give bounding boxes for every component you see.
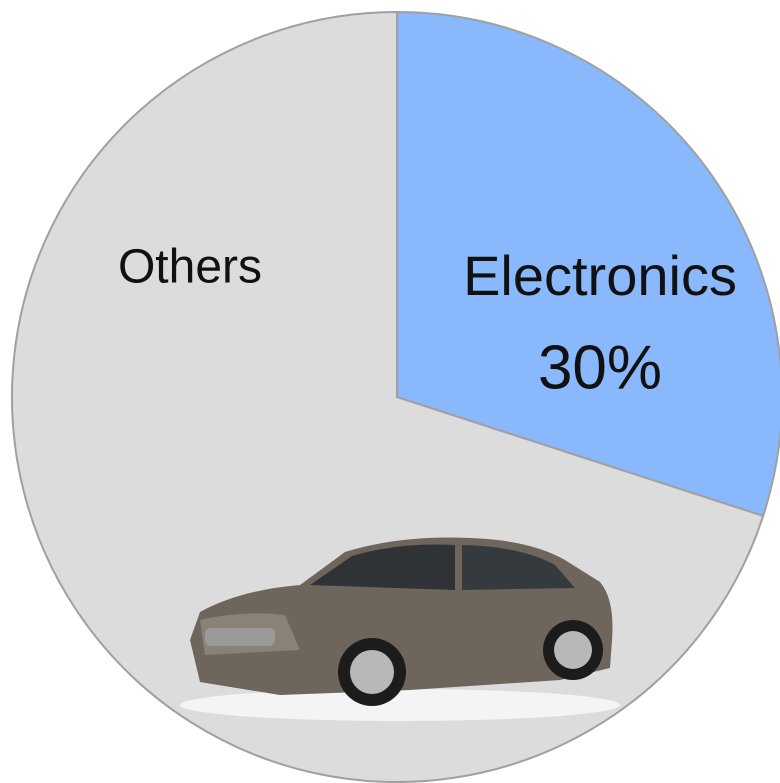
value-label: 30% — [538, 333, 662, 402]
car-rim — [350, 650, 394, 694]
category-label: Electronics — [463, 244, 737, 307]
car-rim — [554, 631, 592, 669]
pie-slice — [396, 10, 780, 518]
car-window — [462, 545, 575, 590]
car-grille — [205, 628, 275, 646]
car-illustration — [180, 537, 620, 721]
category-label: Others — [118, 241, 262, 294]
car-shadow — [180, 689, 620, 721]
car-windshield — [310, 544, 455, 590]
labels: Electronics 30% Others — [118, 241, 737, 403]
